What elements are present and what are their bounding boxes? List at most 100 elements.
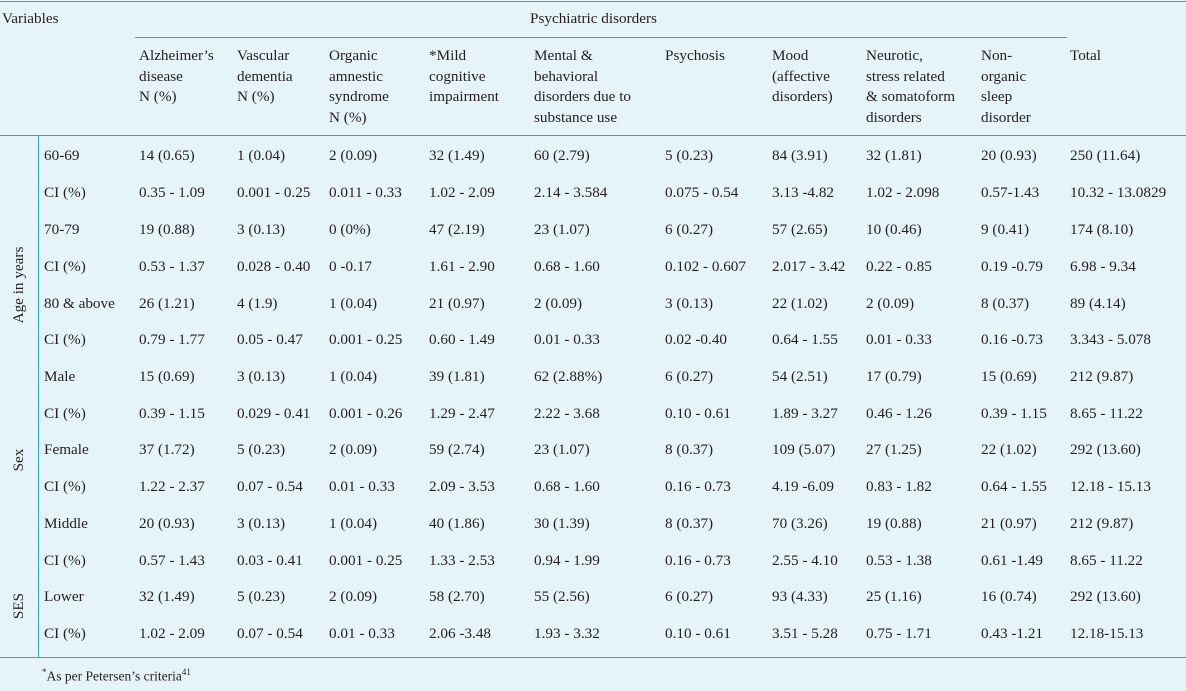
table-cell: 23 (1.07) [534,441,590,458]
row-label: CI (%) [44,184,86,201]
table-cell: 32 (1.49) [429,147,485,164]
table-cell: 0.68 - 1.60 [534,478,600,495]
table-cell: 212 (9.87) [1070,515,1134,532]
table-cell: 3 (0.13) [237,368,286,385]
table-cell: 21 (0.97) [429,295,485,312]
table-cell: 2 (0.09) [866,295,915,312]
table-cell: 2.09 - 3.53 [429,478,495,495]
table-cell: 2.14 - 3.584 [534,184,608,201]
table-cell: 0.029 - 0.41 [237,405,311,422]
table-cell: 1.29 - 2.47 [429,405,495,422]
table-cell: 2.22 - 3.68 [534,405,600,422]
table-cell: 20 (0.93) [981,147,1037,164]
table-cell: 25 (1.16) [866,588,922,605]
table-cell: 0.68 - 1.60 [534,258,600,275]
table-cell: 21 (0.97) [981,515,1037,532]
table-cell: 0.028 - 0.40 [237,258,311,275]
table-cell: 37 (1.72) [139,441,195,458]
group-header-rule [135,37,1067,38]
table-cell: 2 (0.09) [534,295,583,312]
row-label: CI (%) [44,258,86,275]
row-label: CI (%) [44,405,86,422]
row-label: CI (%) [44,331,86,348]
table-cell: 0.39 - 1.15 [981,405,1047,422]
row-label: Lower [44,588,84,605]
table-cell: 9 (0.41) [981,221,1030,238]
row-label: 60-69 [44,147,80,164]
table-cell: 8 (0.37) [665,515,714,532]
table-cell: 0.10 - 0.61 [665,405,731,422]
table-cell: 3.343 - 5.078 [1070,331,1151,348]
table-cell: 70 (3.26) [772,515,828,532]
group-label-sex: Sex [10,448,27,472]
group-column-rule [38,136,39,657]
table-cell: 212 (9.87) [1070,368,1134,385]
table-cell: 0.83 - 1.82 [866,478,932,495]
table-cell: 6 (0.27) [665,368,714,385]
table-cell: 1.02 - 2.098 [866,184,940,201]
table-cell: 2.06 -3.48 [429,625,492,642]
table-cell: 30 (1.39) [534,515,590,532]
table-cell: 12.18 - 15.13 [1070,478,1151,495]
table-cell: 3 (0.13) [237,515,286,532]
table-cell: 292 (13.60) [1070,588,1141,605]
variables-header: Variables [2,10,59,27]
table-cell: 292 (13.60) [1070,441,1141,458]
table-cell: 0.79 - 1.77 [139,331,205,348]
table-cell: 3.51 - 5.28 [772,625,838,642]
table-cell: 39 (1.81) [429,368,485,385]
table-cell: 84 (3.91) [772,147,828,164]
table-cell: 0.57 - 1.43 [139,552,205,569]
table-cell: 0.16 -0.73 [981,331,1044,348]
table-cell: 0 -0.17 [329,258,373,275]
table-cell: 0.35 - 1.09 [139,184,205,201]
column-header: Vascular dementia N (%) [237,47,293,105]
table-cell: 1.89 - 3.27 [772,405,838,422]
table-cell: 0.16 - 0.73 [665,552,731,569]
table-cell: 0.19 -0.79 [981,258,1044,275]
table-cell: 250 (11.64) [1070,147,1141,164]
table-cell: 1.22 - 2.37 [139,478,205,495]
table-cell: 0.001 - 0.25 [329,331,403,348]
table-cell: 17 (0.79) [866,368,922,385]
table-cell: 8 (0.37) [981,295,1030,312]
table-cell: 54 (2.51) [772,368,828,385]
table-cell: 27 (1.25) [866,441,922,458]
table-cell: 58 (2.70) [429,588,485,605]
table-cell: 60 (2.79) [534,147,590,164]
table-cell: 55 (2.56) [534,588,590,605]
table-cell: 20 (0.93) [139,515,195,532]
table-cell: 6 (0.27) [665,588,714,605]
table-cell: 0.39 - 1.15 [139,405,205,422]
column-header: Mental & behavioral disorders due to sub… [534,47,632,126]
table-cell: 40 (1.86) [429,515,485,532]
footnote-mark: * [42,667,47,677]
table-cell: 59 (2.74) [429,441,485,458]
table-cell: 1 (0.04) [237,147,286,164]
footnote-reference: 41 [181,667,191,677]
table-cell: 1 (0.04) [329,295,378,312]
table-cell: 0.05 - 0.47 [237,331,303,348]
row-label: 80 & above [44,295,115,312]
table-cell: 1.02 - 2.09 [139,625,205,642]
table-cell: 57 (2.65) [772,221,828,238]
row-label: 70-79 [44,221,80,238]
table-cell: 0.001 - 0.25 [329,552,403,569]
table-cell: 15 (0.69) [139,368,195,385]
table-cell: 0.53 - 1.37 [139,258,205,275]
table-cell: 5 (0.23) [665,147,714,164]
table-cell: 109 (5.07) [772,441,836,458]
table-cell: 0.01 - 0.33 [329,625,395,642]
row-label: CI (%) [44,625,86,642]
table-cell: 14 (0.65) [139,147,195,164]
table-cell: 0.64 - 1.55 [981,478,1047,495]
table-cell: 2 (0.09) [329,147,378,164]
table-cell: 0.16 - 0.73 [665,478,731,495]
table-footnote: *As per Petersen’s criteria41 [42,667,191,685]
table-cell: 0.64 - 1.55 [772,331,838,348]
table-bottom-rule [0,657,1186,658]
table-cell: 0.03 - 0.41 [237,552,303,569]
table-cell: 19 (0.88) [866,515,922,532]
table-cell: 89 (4.14) [1070,295,1126,312]
column-header: Neurotic, stress related & somatoform di… [866,47,956,126]
